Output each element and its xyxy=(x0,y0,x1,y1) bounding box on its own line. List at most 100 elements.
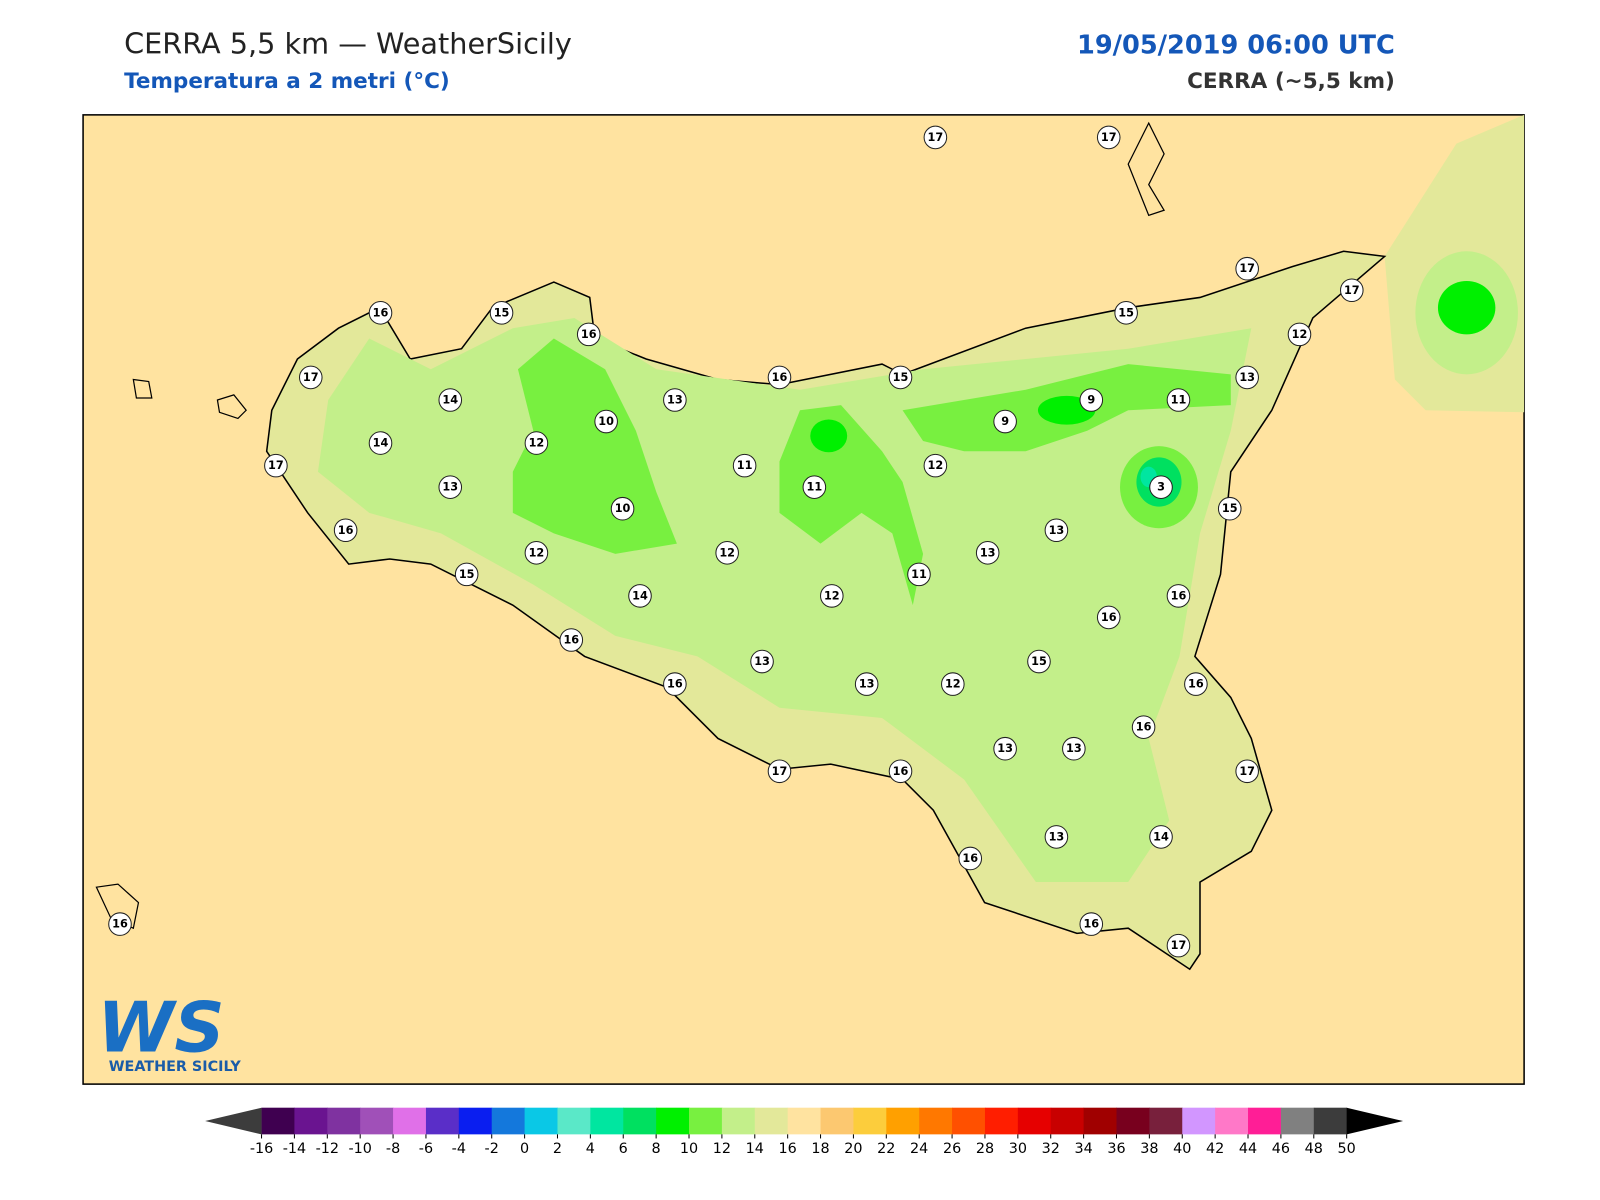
station-value: 15 xyxy=(893,371,909,384)
colorbar-bin xyxy=(557,1107,591,1135)
colorbar-tick-label: 0 xyxy=(520,1141,529,1157)
colorbar-tick-label: 16 xyxy=(779,1141,797,1157)
station: 16 xyxy=(559,628,584,652)
colorbar-bin xyxy=(1313,1107,1348,1135)
model: CERRA (~5,5 km) xyxy=(1187,69,1395,94)
colorbar-tick-label: 38 xyxy=(1140,1141,1158,1157)
zone xyxy=(1437,281,1496,335)
colorbar-tick-label: 10 xyxy=(680,1141,698,1157)
colorbar-bin xyxy=(984,1107,1019,1135)
island xyxy=(1127,121,1166,217)
colorbar-tick-label: -10 xyxy=(348,1141,371,1157)
station-value: 16 xyxy=(338,524,354,537)
stations: 17 17 17 17 16 15 16 15 12 17 16 15 13 14 13 9 11 10 9 14 12… xyxy=(108,125,1364,958)
station-marker xyxy=(438,388,463,412)
colorbar-bin xyxy=(721,1107,756,1135)
station: 12 xyxy=(524,431,549,455)
station-value: 10 xyxy=(598,415,614,428)
station-value: 13 xyxy=(1049,524,1065,537)
station: 14 xyxy=(628,584,652,608)
colorbar-tick-label: -14 xyxy=(283,1141,306,1157)
station-value: 9 xyxy=(1001,415,1009,428)
colorbar-bin xyxy=(886,1107,920,1135)
station-value: 17 xyxy=(303,371,319,384)
station-value: 9 xyxy=(1087,394,1095,407)
station-value: 16 xyxy=(893,765,909,778)
station: 14 xyxy=(368,431,393,455)
station: 13 xyxy=(1044,825,1069,849)
station-value: 17 xyxy=(1171,939,1187,952)
station: 13 xyxy=(663,388,687,412)
colorbar-tick-label: 48 xyxy=(1305,1141,1323,1157)
colorbar-bin xyxy=(656,1107,690,1135)
station: 16 xyxy=(368,301,393,325)
station-value: 13 xyxy=(667,394,683,407)
station-marker xyxy=(993,736,1017,761)
station-marker xyxy=(1131,715,1156,739)
colorbar-bin xyxy=(1149,1107,1183,1135)
station: 16 xyxy=(1131,715,1156,739)
station-marker xyxy=(923,453,948,478)
station-value: 16 xyxy=(1171,589,1187,602)
colorbar-tick-label: -16 xyxy=(250,1141,273,1157)
station: 13 xyxy=(1235,365,1259,390)
colorbar-tick-label: 18 xyxy=(811,1141,829,1157)
station: 15 xyxy=(1114,301,1138,325)
colorbar-bin xyxy=(524,1107,558,1135)
colorbar-under xyxy=(205,1107,262,1135)
station-value: 16 xyxy=(581,328,597,341)
colorbar-bin xyxy=(1050,1107,1085,1135)
station: 9 xyxy=(1079,388,1104,412)
station: 17 xyxy=(923,125,948,150)
station-value: 14 xyxy=(442,394,458,407)
station: 15 xyxy=(888,365,913,390)
station: 15 xyxy=(489,301,514,325)
station-marker xyxy=(1096,125,1121,150)
station-value: 17 xyxy=(268,459,284,472)
station: 16 xyxy=(333,518,358,543)
colorbar-bin xyxy=(1017,1107,1052,1135)
station-marker xyxy=(767,759,792,784)
station-value: 10 xyxy=(615,502,631,515)
station-marker xyxy=(1184,672,1208,696)
map: 17 17 17 17 16 15 16 15 12 17 16 15 13 14 13 9 11 10 9 14 12… xyxy=(82,114,1525,1085)
station-value: 12 xyxy=(928,459,944,472)
station-marker xyxy=(1166,388,1191,412)
station: 12 xyxy=(923,453,948,478)
station-marker xyxy=(1096,605,1121,630)
colorbar-tick-label: 12 xyxy=(713,1141,731,1157)
island xyxy=(216,394,247,420)
colorbar-bin xyxy=(1280,1107,1315,1135)
colorbar-bin xyxy=(360,1107,394,1135)
station-marker xyxy=(888,365,913,390)
station-marker xyxy=(888,759,913,784)
station-value: 12 xyxy=(529,546,545,559)
station-value: 12 xyxy=(529,437,545,450)
colorbar-tick-label: 30 xyxy=(1009,1141,1027,1157)
station-marker xyxy=(993,409,1017,434)
station-value: 13 xyxy=(980,546,996,559)
station: 11 xyxy=(732,453,757,478)
colorbar-tick-label: -8 xyxy=(386,1141,400,1157)
station-marker xyxy=(732,453,757,478)
station-value: 14 xyxy=(373,437,389,450)
station-marker xyxy=(1044,518,1069,543)
station: 12 xyxy=(715,541,739,565)
colorbar-tick-label: 24 xyxy=(910,1141,928,1157)
station: 17 xyxy=(1096,125,1121,150)
title: CERRA 5,5 km — WeatherSicily xyxy=(124,26,572,60)
station-marker xyxy=(594,409,618,434)
colorbar-tick-label: 46 xyxy=(1272,1141,1290,1157)
station-value: 14 xyxy=(632,589,648,602)
station-marker xyxy=(663,672,687,696)
station-marker xyxy=(767,365,792,390)
date: 19/05/2019 06:00 UTC xyxy=(1077,30,1395,60)
station-value: 13 xyxy=(997,742,1013,755)
station-marker xyxy=(1062,736,1086,761)
station-marker xyxy=(368,431,393,455)
station: 16 xyxy=(1096,605,1121,630)
station-value: 15 xyxy=(1031,655,1047,668)
station: 16 xyxy=(1079,912,1104,936)
station: 16 xyxy=(108,912,132,936)
station-marker xyxy=(333,518,358,543)
